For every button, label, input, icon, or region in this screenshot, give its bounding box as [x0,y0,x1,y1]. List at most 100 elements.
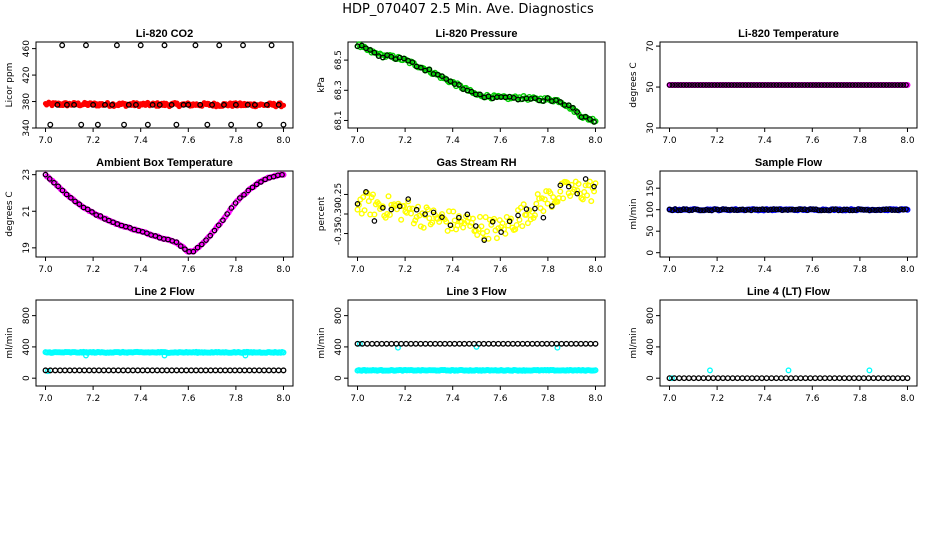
series-black-open [666,206,909,214]
data-point [739,82,746,88]
data-point [700,82,707,88]
data-point [779,82,785,88]
data-point [838,207,845,213]
data-point [694,206,701,213]
data-point [256,121,263,128]
data-point [524,220,531,227]
data-point [59,187,66,194]
data-point [161,42,168,49]
data-point [426,215,433,222]
data-point [883,206,890,213]
y-tick-label: 800 [646,307,656,324]
data-point [591,119,597,125]
data-point [224,211,230,217]
data-point [768,82,774,88]
data-point [253,181,260,188]
data-point [57,367,64,374]
data-point [182,246,188,252]
data-point [830,206,836,213]
x-tick-label: 7.6 [805,394,820,404]
data-point [877,82,884,88]
x-tick-label: 8.0 [276,136,291,146]
y-tick-label: -0.25 [334,183,344,206]
panel-ambient: Ambient Box Temperature 7.0 7.2 7.4 7.6 7.8 8.… [5,157,294,275]
data-point [420,224,427,231]
data-point [669,82,676,88]
data-point [591,183,597,190]
data-point [408,210,415,217]
data-point [415,203,422,210]
x-tick-label: 7.8 [853,265,868,275]
x-tick-label: 7.4 [758,394,773,404]
data-point [251,101,258,108]
data-point [821,82,828,88]
data-point [55,183,61,190]
x-tick-label: 7.2 [710,394,724,404]
data-point [529,208,536,215]
data-point [582,182,589,189]
data-point [242,352,249,359]
data-point [68,195,74,201]
data-point [807,82,814,88]
data-point [681,375,688,382]
data-point [261,367,268,374]
panel-title: Sample Flow [755,157,823,169]
x-tick-label: 7.0 [662,265,677,275]
data-point [801,206,808,213]
data-point [432,340,439,347]
data-point [441,340,448,347]
data-point [173,239,180,245]
data-point [204,121,211,128]
data-point [571,186,578,193]
data-point [790,206,797,213]
data-point [748,82,754,88]
data-point [855,375,862,382]
data-point [524,340,531,347]
data-point [787,375,794,382]
data-point [799,82,805,88]
data-point [894,207,901,213]
data-point [245,187,252,194]
data-point [883,82,890,88]
y-tick-label: 50 [646,225,656,237]
data-point [456,82,462,88]
data-point [557,99,564,105]
data-point [880,206,887,213]
x-tick-label: 7.0 [38,394,53,404]
data-point [773,82,780,88]
data-point [567,192,574,199]
data-point [680,206,687,212]
data-point [509,340,516,347]
data-point [875,207,881,213]
x-tick-label: 7.2 [710,136,724,146]
x-tick-label: 8.0 [276,394,291,404]
data-point [241,191,247,198]
data-point [211,227,218,234]
data-point [94,121,101,128]
data-point [89,209,95,215]
y-tick-label: 0 [334,375,344,381]
data-point [720,206,726,212]
data-point [373,340,380,347]
panel-title: Ambient Box Temperature [96,157,233,169]
data-point [904,375,911,382]
data-point [697,207,704,214]
series-yellow-curve [354,178,599,242]
data-point [717,207,724,213]
data-point [231,367,238,374]
x-tick-label: 7.6 [493,136,508,146]
data-point [574,187,581,194]
data-point [724,375,731,382]
data-point [875,375,882,382]
data-point [514,340,521,347]
panel-title: Line 4 (LT) Flow [747,286,830,298]
data-point [485,340,492,347]
x-tick-label: 7.0 [38,265,53,275]
data-point [579,196,586,203]
y-tick-label: 0 [646,375,656,381]
data-point [532,205,538,212]
series-black-openline [666,375,911,382]
data-point [413,206,420,213]
x-tick-label: 7.4 [446,265,461,275]
x-tick-label: 7.4 [134,136,149,146]
